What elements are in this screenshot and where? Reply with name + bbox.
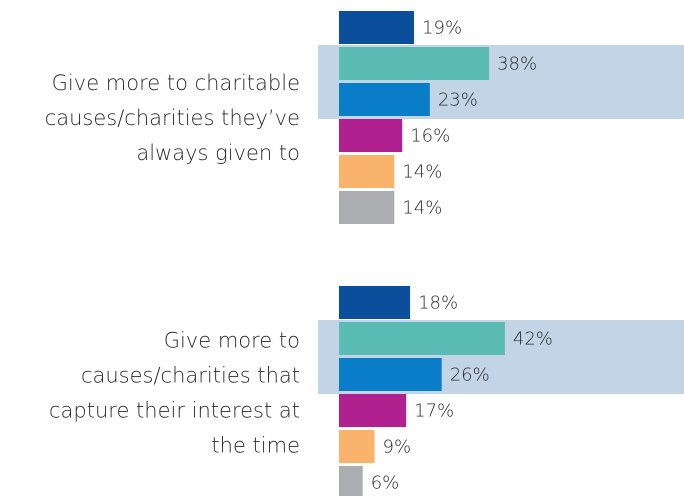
bar	[339, 191, 395, 224]
value-label: 6%	[371, 473, 400, 494]
value-label: 19%	[422, 18, 462, 39]
value-label: 18%	[418, 293, 458, 314]
value-label: 38%	[497, 54, 537, 75]
value-label: 9%	[383, 437, 412, 458]
category-label: causes/charities they’ve	[45, 106, 300, 130]
bar	[339, 322, 505, 355]
value-label: 26%	[450, 365, 490, 386]
bar	[339, 394, 407, 427]
value-label: 16%	[410, 126, 450, 147]
category-label: Give more to charitable	[52, 71, 300, 95]
value-label: 17%	[414, 401, 454, 422]
value-label: 14%	[402, 198, 442, 219]
bar	[339, 155, 395, 188]
bar	[339, 119, 403, 152]
category-label: capture their interest at	[49, 399, 300, 423]
bar	[339, 47, 490, 80]
value-label: 23%	[438, 90, 478, 111]
bar	[339, 11, 415, 44]
category-label: Give more to	[164, 329, 300, 353]
bar	[339, 286, 411, 319]
value-label: 14%	[402, 162, 442, 183]
category-label: the time	[211, 434, 300, 458]
category-label: causes/charities that	[81, 364, 300, 388]
bar	[339, 466, 363, 496]
value-label: 42%	[513, 329, 553, 350]
bar	[339, 358, 442, 391]
category-label: always given to	[136, 141, 300, 165]
bar	[339, 83, 430, 116]
bar	[339, 430, 375, 463]
